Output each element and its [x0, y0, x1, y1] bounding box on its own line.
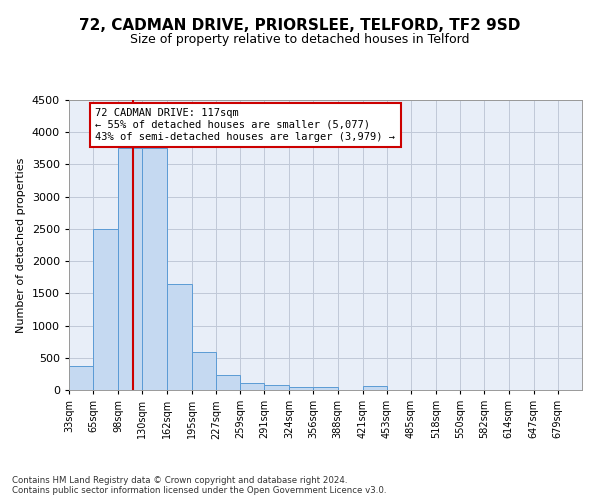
Bar	[118, 148, 142, 390]
Bar	[142, 148, 167, 390]
Bar	[93, 229, 118, 390]
Bar	[191, 352, 216, 390]
Text: 72, CADMAN DRIVE, PRIORSLEE, TELFORD, TF2 9SD: 72, CADMAN DRIVE, PRIORSLEE, TELFORD, TF…	[79, 18, 521, 32]
Bar	[264, 386, 289, 390]
Text: Size of property relative to detached houses in Telford: Size of property relative to detached ho…	[130, 32, 470, 46]
Text: Contains HM Land Registry data © Crown copyright and database right 2024.
Contai: Contains HM Land Registry data © Crown c…	[12, 476, 386, 495]
Bar	[313, 388, 338, 390]
Y-axis label: Number of detached properties: Number of detached properties	[16, 158, 26, 332]
Text: 72 CADMAN DRIVE: 117sqm
← 55% of detached houses are smaller (5,077)
43% of semi: 72 CADMAN DRIVE: 117sqm ← 55% of detache…	[95, 108, 395, 142]
Bar	[289, 387, 313, 390]
Bar	[167, 284, 191, 390]
Bar	[240, 383, 264, 390]
Bar	[362, 386, 387, 390]
Bar	[69, 366, 93, 390]
Bar	[216, 375, 240, 390]
